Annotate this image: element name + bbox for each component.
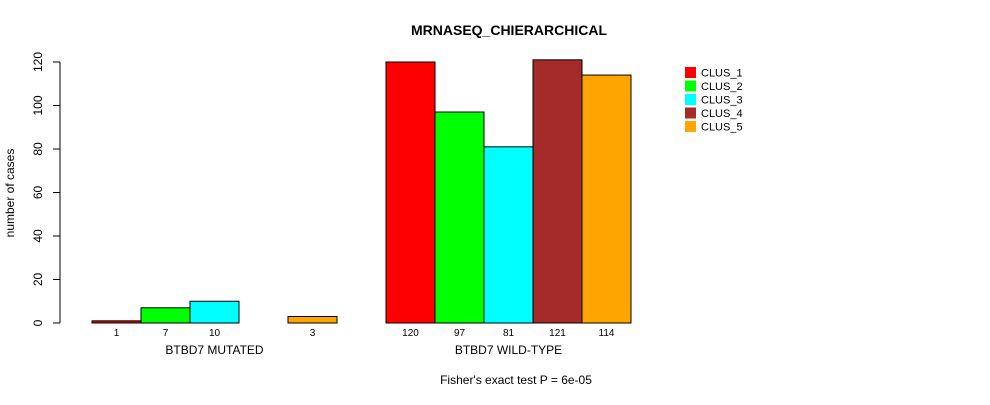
legend-label-clus_3: CLUS_3	[701, 95, 743, 107]
y-axis: 0 20 40 60 80 100 120	[31, 52, 61, 326]
chart-title: MRNASEQ_CHIERARCHICAL	[411, 22, 607, 38]
legend-swatch-clus_2	[685, 80, 696, 92]
bar-btbd7-mutated-clus_5	[287, 315, 338, 324]
legend-label-clus_1: CLUS_1	[701, 68, 743, 80]
group-labels-layer: BTBD7 MUTATED BTBD7 WILD-TYPE	[165, 343, 562, 357]
bar-btbd7-wild-type-clus_5	[581, 74, 632, 324]
legend-swatch-clus_4	[685, 107, 696, 119]
bar-count-label: 7	[163, 328, 169, 339]
y-tick-label: 60	[31, 186, 45, 200]
bar-btbd7-wild-type-clus_4	[532, 59, 583, 324]
fisher-test-footnote: Fisher's exact test P = 6e-05	[440, 373, 592, 387]
y-tick-label: 120	[31, 52, 45, 72]
y-tick-label: 20	[31, 273, 45, 287]
legend-label-clus_4: CLUS_4	[701, 108, 743, 120]
legend-label-clus_5: CLUS_5	[701, 122, 743, 134]
bar-btbd7-mutated-clus_1	[91, 320, 142, 324]
bar-btbd7-wild-type-clus_1	[385, 61, 436, 324]
legend-swatch-clus_3	[685, 94, 696, 105]
legend-swatch-clus_1	[685, 67, 696, 78]
bar-btbd7-wild-type-clus_3	[483, 146, 534, 324]
bar-count-label: 97	[454, 328, 466, 339]
bar-count-label: 1	[114, 328, 120, 339]
count-labels-layer: 1 7 10 3 120 97 81 121 114	[114, 328, 615, 339]
bar-count-label: 81	[503, 328, 515, 339]
bar-count-label: 3	[310, 328, 316, 339]
legend-label-clus_2: CLUS_2	[701, 81, 743, 93]
bar-count-label: 121	[549, 328, 566, 339]
group-label: BTBD7 WILD-TYPE	[455, 343, 562, 357]
y-axis-label: number of cases	[3, 149, 17, 238]
bar-btbd7-mutated-clus_2	[140, 307, 191, 324]
bar-btbd7-mutated-clus_3	[189, 300, 240, 324]
bar-count-label: 10	[209, 328, 221, 339]
bar-count-label: 120	[402, 328, 419, 339]
bar-btbd7-wild-type-clus_2	[434, 111, 485, 324]
bar-count-label: 114	[599, 328, 615, 339]
bars-layer	[91, 59, 632, 324]
group-label: BTBD7 MUTATED	[165, 343, 264, 357]
y-tick-label: 80	[31, 142, 45, 156]
y-tick-label: 40	[31, 229, 45, 243]
legend-swatch-clus_5	[685, 121, 696, 132]
y-tick-label: 0	[31, 319, 45, 326]
y-tick-label: 100	[31, 95, 45, 115]
